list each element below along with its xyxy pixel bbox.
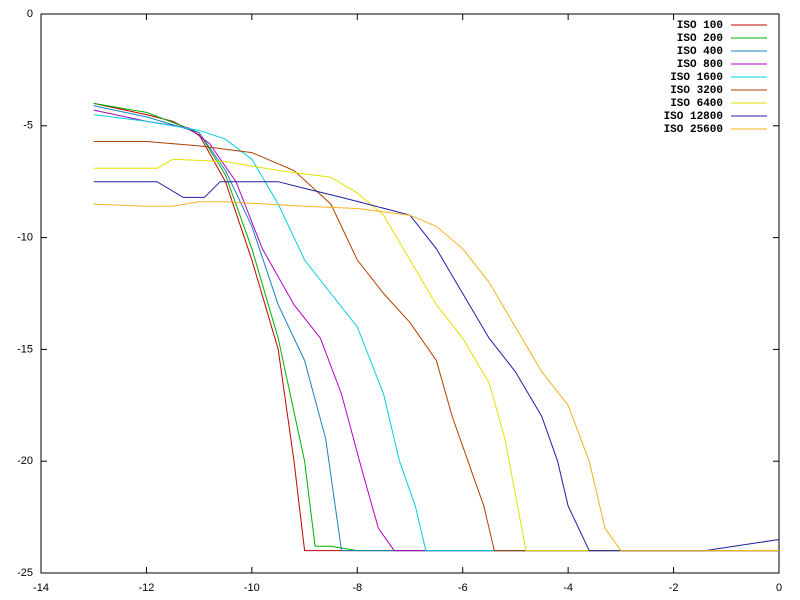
x-tick-label: 0 — [776, 582, 782, 594]
y-tick-label: -25 — [17, 567, 33, 579]
legend-label: ISO 6400 — [670, 98, 723, 110]
y-tick-label: 0 — [27, 8, 33, 20]
series-line — [93, 102, 779, 552]
legend-label: ISO 1600 — [670, 72, 723, 84]
legend-label: ISO 25600 — [664, 124, 723, 136]
x-tick-label: -6 — [458, 582, 468, 594]
series-line — [93, 181, 780, 552]
legend-label: ISO 200 — [677, 33, 723, 45]
series-line — [93, 105, 779, 552]
series-line — [93, 141, 779, 552]
legend-label: ISO 100 — [677, 20, 723, 32]
legend-label: ISO 400 — [677, 46, 723, 58]
legend-label: ISO 800 — [677, 59, 723, 71]
series-line — [93, 201, 779, 552]
y-tick-label: -10 — [17, 232, 33, 244]
x-tick-label: -14 — [33, 582, 49, 594]
legend-label: ISO 3200 — [670, 85, 723, 97]
x-tick-label: -2 — [669, 582, 679, 594]
series-line — [93, 158, 779, 552]
y-tick-label: -20 — [17, 455, 33, 467]
x-tick-label: -10 — [244, 582, 260, 594]
x-tick-label: -4 — [563, 582, 573, 594]
x-tick-label: -12 — [138, 582, 154, 594]
legend-label: ISO 12800 — [664, 111, 723, 123]
y-tick-label: -15 — [17, 343, 33, 355]
plot-frame — [40, 13, 780, 574]
series-line — [93, 114, 779, 552]
x-tick-label: -8 — [352, 582, 362, 594]
y-tick-label: -5 — [23, 120, 33, 132]
